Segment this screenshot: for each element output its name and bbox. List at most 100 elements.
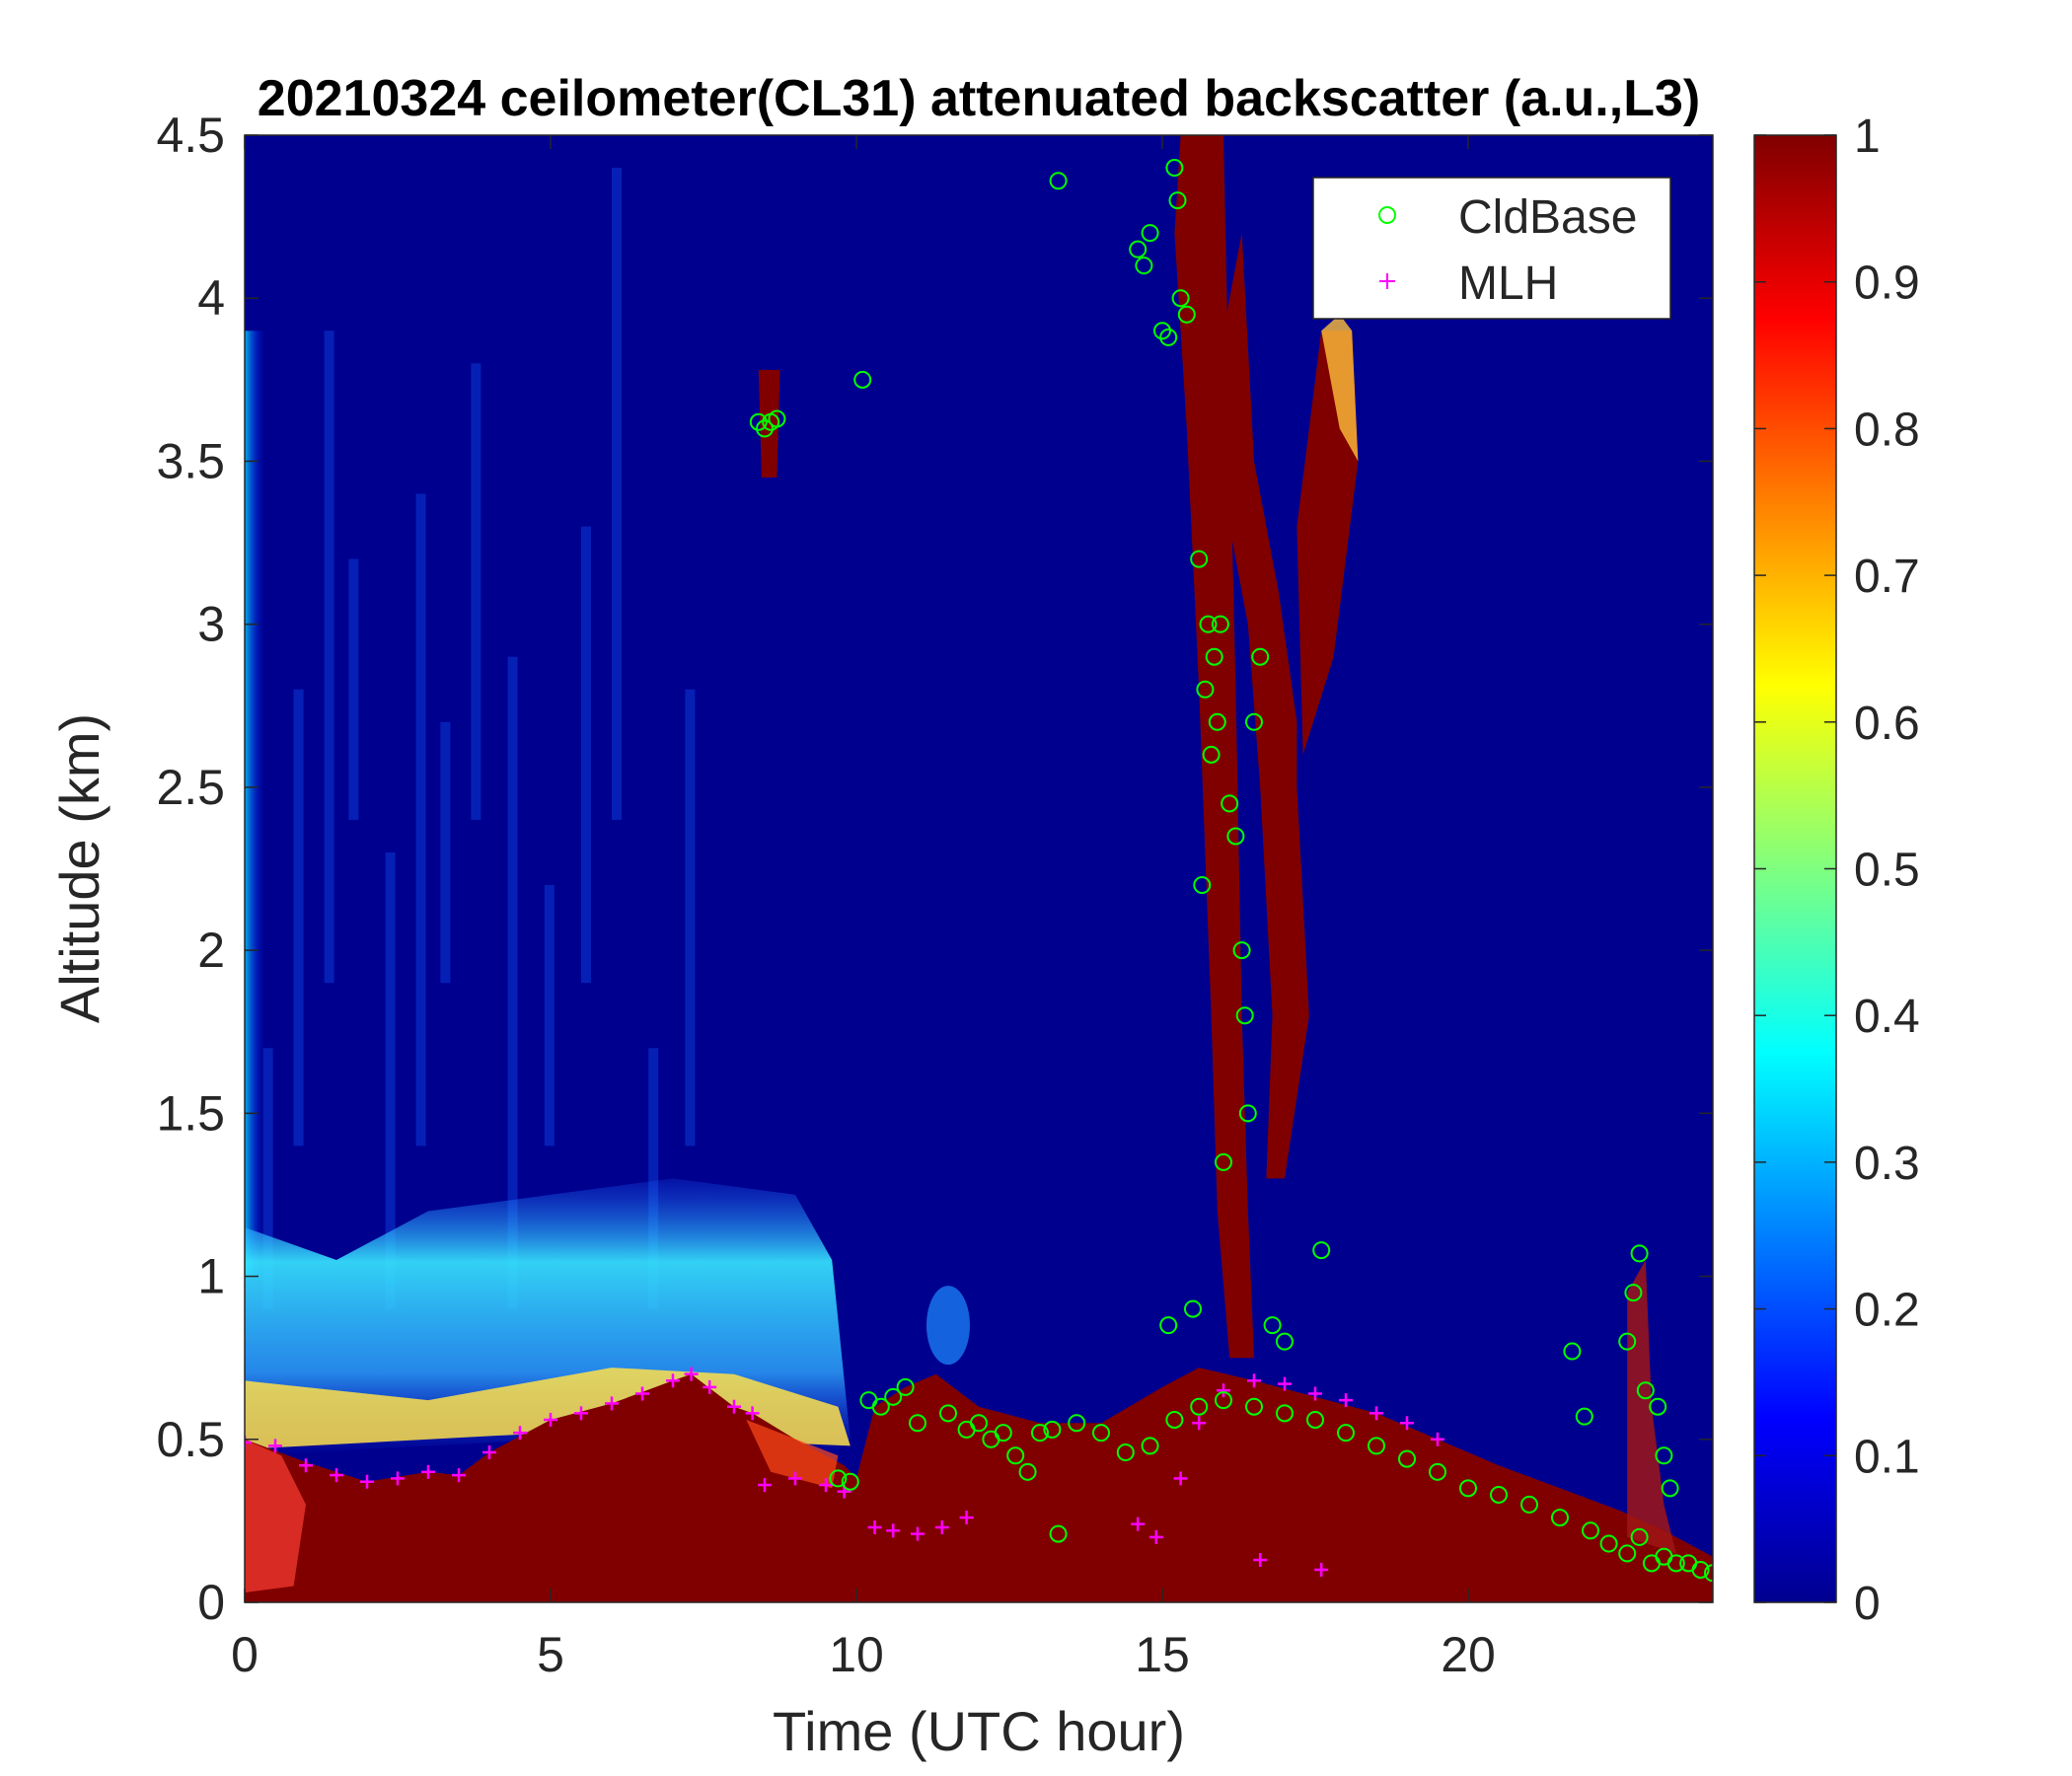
legend-box [1312,177,1671,320]
noise-stripe [415,493,426,1147]
mlh-marker [635,1386,649,1401]
colorbar-gradient [1753,134,1837,1603]
mlh-marker [1173,1471,1188,1486]
mlh-marker [360,1474,374,1489]
cldbase-marker [1582,1521,1599,1540]
mlh-marker [911,1526,925,1541]
y-tick-label: 0.5 [156,1412,225,1467]
mlh-marker [1253,1553,1268,1568]
noise-stripe [262,1048,273,1309]
cldbase-marker [1649,1397,1667,1416]
cldbase-marker [1211,615,1229,633]
noise-stripe [612,168,622,820]
cldbase-marker [1368,1437,1385,1455]
cldbase-marker [1205,647,1223,666]
mlh-marker [299,1458,313,1473]
cldbase-marker [1184,1299,1202,1318]
mlh-marker [684,1367,699,1381]
cldbase-marker [1691,1560,1710,1579]
cldbase-marker [1251,647,1270,666]
x-tick-label: 20 [1441,1627,1496,1682]
mlh-marker [513,1426,527,1441]
boundary-layer-transition [746,1420,839,1489]
edge-column [245,331,266,1277]
mlh-marker [758,1478,772,1493]
noise-stripe [471,363,481,820]
cldbase-marker [1276,1332,1294,1351]
noise-stripe [440,721,451,984]
y-tick-label: 4 [197,270,225,326]
mlh-marker [1278,1376,1292,1391]
y-tick-label: 2.5 [156,760,225,815]
cldbase-marker [768,409,786,428]
cldbase-marker [1168,191,1187,210]
mlh-marker [245,1436,252,1450]
cldbase-marker [1199,615,1218,633]
markers-layer [245,159,1713,1583]
mlh-marker [1308,1386,1322,1401]
legend: CldBase MLH [1312,177,1671,320]
cldbase-marker [1031,1424,1049,1443]
cldbase-marker [1630,1527,1649,1546]
colorbar-tick-label: 0.1 [1854,1431,1920,1483]
x-tick-label: 0 [231,1627,259,1682]
cldbase-marker [1563,1342,1582,1361]
cldbase-marker [1171,289,1190,308]
cldbase-marker [896,1377,915,1396]
noise-stripe [293,689,304,1147]
noise-stripe [324,331,334,984]
mlh-marker [788,1471,802,1486]
cldbase-marker [1618,1332,1637,1351]
mlh-marker [1148,1529,1163,1544]
mlh-marker [1247,1373,1261,1388]
cldbase-marker [994,1424,1012,1443]
mlh-marker [934,1519,949,1534]
cldbase-marker [1141,1437,1159,1455]
mlh-marker [745,1406,760,1421]
colorbar-tick-label: 0.8 [1854,404,1920,456]
y-axis: 0 0.5 1 1.5 2 2.5 3 3.5 4 4.5 [156,108,1713,1630]
colorbar-ticks: 0 0.1 0.2 0.3 0.4 0.5 0.6 0.7 0.8 0.9 1 [1754,111,1920,1630]
cldbase-marker [1226,827,1245,846]
legend-cldbase-label: CldBase [1458,191,1637,244]
noise-stripe [648,1048,659,1309]
legend-cldbase-marker [1378,206,1396,224]
cldbase-marker [1116,1443,1135,1461]
mlh-marker [727,1399,741,1414]
mlh-marker [1217,1383,1230,1398]
cldbase-marker [1618,1544,1637,1563]
mlh-marker [421,1464,435,1479]
cldbase-marker [1245,712,1263,731]
colorbar-tick-label: 0.7 [1854,551,1920,603]
noise-stripe [685,689,696,1147]
cldbase-marker [1202,745,1221,764]
noise-stripe [581,526,591,984]
cldbase-marker [1520,1495,1538,1514]
y-axis-label: Altitude (km) [48,713,111,1023]
cldbase-marker [1429,1462,1446,1481]
colorbar-tick-label: 0.2 [1854,1285,1920,1337]
mlh-marker [1400,1416,1414,1431]
cldbase-marker [756,419,774,438]
cldbase-marker [884,1387,903,1406]
cldbase-marker [1238,1104,1257,1123]
cldbase-marker [871,1397,890,1416]
cldbase-marker [1159,1316,1178,1335]
cloud-edge [1321,314,1359,462]
x-tick-label: 15 [1135,1627,1190,1682]
cloud-patch-evening [1627,1260,1676,1554]
colorbar-tick-label: 0.9 [1854,258,1920,310]
cldbase-marker [1624,1284,1643,1302]
noise-stripe [385,851,396,1309]
cldbase-marker [1092,1424,1110,1443]
colorbar-tick-label: 0 [1854,1578,1881,1630]
cldbase-marker [1215,1391,1232,1410]
x-axis: 0 5 10 15 20 [231,135,1496,1682]
mlh-marker [1314,1562,1329,1577]
cldbase-marker [1208,712,1226,731]
x-tick-label: 5 [537,1627,564,1682]
legend-mlh-marker [1379,273,1395,289]
backscatter-heatmap [245,135,1713,1602]
cldbase-marker [1575,1407,1593,1426]
